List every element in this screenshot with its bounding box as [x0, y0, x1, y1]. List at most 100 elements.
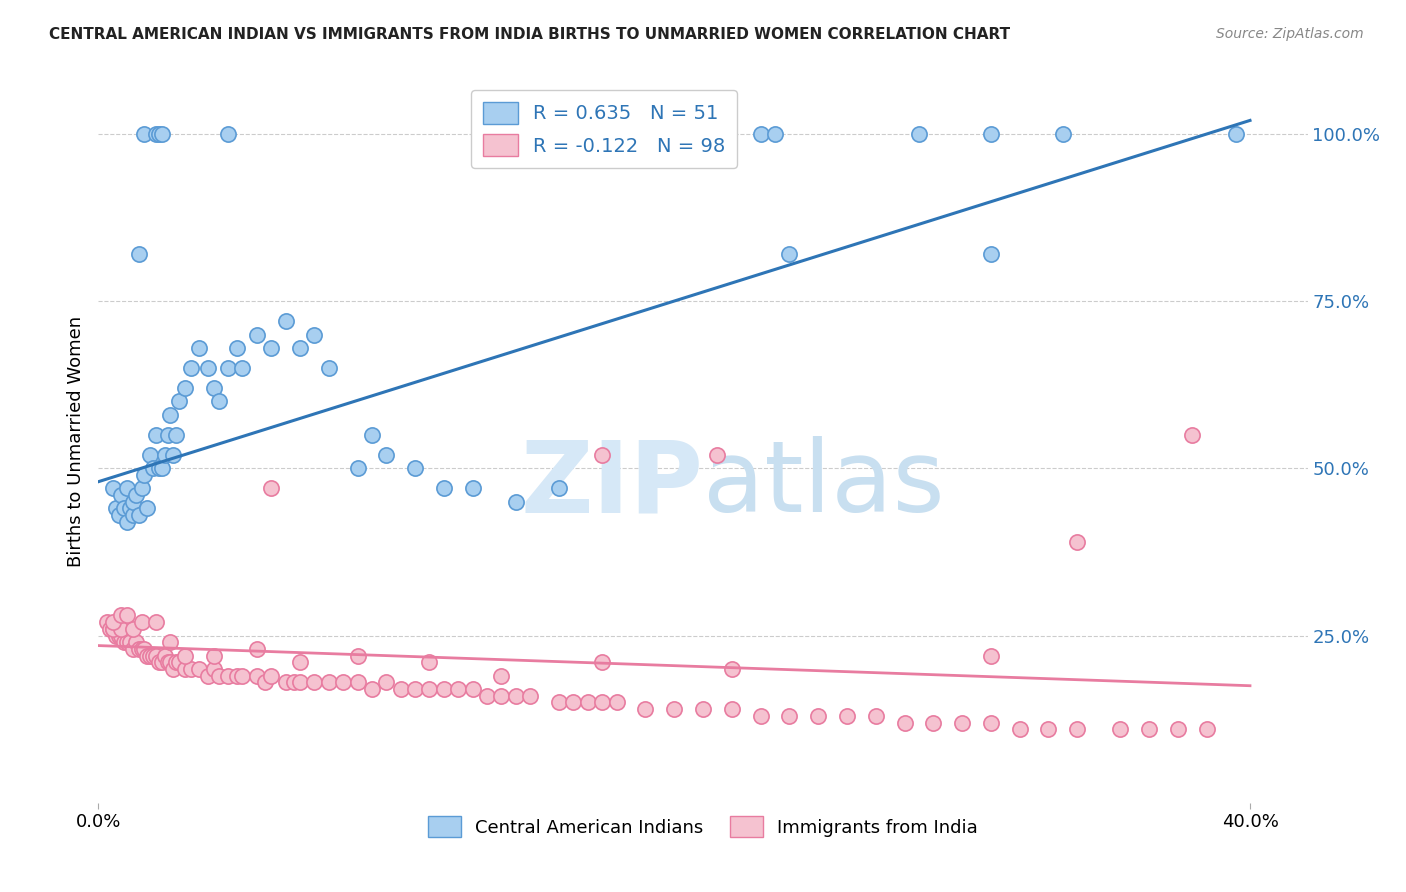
Point — [519, 689, 541, 703]
Point — [548, 696, 571, 710]
Point — [122, 622, 145, 636]
Point — [125, 635, 148, 649]
Point — [165, 427, 187, 442]
Point — [304, 327, 326, 342]
Point — [136, 648, 159, 663]
Point — [274, 314, 297, 328]
Point — [1052, 127, 1074, 141]
Point — [475, 689, 498, 703]
Point — [591, 696, 613, 710]
Point — [1137, 723, 1160, 737]
Point — [202, 662, 225, 676]
Point — [634, 702, 657, 716]
Point — [162, 662, 184, 676]
Point — [145, 127, 167, 141]
Point — [101, 622, 124, 636]
Point — [491, 669, 513, 683]
Point — [231, 669, 253, 683]
Point — [159, 655, 181, 669]
Point — [418, 681, 440, 696]
Point — [128, 508, 150, 523]
Point — [197, 361, 219, 376]
Point — [749, 708, 772, 723]
Point — [159, 635, 181, 649]
Point — [763, 127, 786, 141]
Point — [1195, 723, 1218, 737]
Point — [893, 715, 915, 730]
Point — [120, 635, 142, 649]
Point — [145, 648, 167, 663]
Point — [131, 615, 153, 630]
Point — [217, 127, 239, 141]
Point — [1008, 723, 1031, 737]
Point — [125, 488, 148, 502]
Point — [110, 622, 132, 636]
Point — [104, 501, 127, 516]
Point — [173, 648, 195, 663]
Point — [107, 508, 129, 523]
Point — [980, 648, 1002, 663]
Point — [153, 648, 176, 663]
Legend: Central American Indians, Immigrants from India: Central American Indians, Immigrants fro… — [420, 809, 986, 845]
Text: CENTRAL AMERICAN INDIAN VS IMMIGRANTS FROM INDIA BIRTHS TO UNMARRIED WOMEN CORRE: CENTRAL AMERICAN INDIAN VS IMMIGRANTS FR… — [49, 27, 1011, 42]
Point — [142, 461, 165, 475]
Point — [404, 681, 426, 696]
Point — [274, 675, 297, 690]
Point — [1225, 127, 1247, 141]
Point — [447, 681, 470, 696]
Point — [148, 127, 170, 141]
Text: ZIP: ZIP — [520, 436, 703, 533]
Point — [128, 642, 150, 657]
Point — [225, 341, 247, 355]
Point — [104, 628, 127, 642]
Point — [156, 655, 179, 669]
Point — [1066, 723, 1088, 737]
Point — [749, 127, 772, 141]
Point — [260, 482, 283, 496]
Y-axis label: Births to Unmarried Women: Births to Unmarried Women — [66, 316, 84, 567]
Point — [246, 642, 269, 657]
Point — [208, 394, 231, 409]
Point — [980, 715, 1002, 730]
Point — [150, 461, 173, 475]
Point — [96, 615, 118, 630]
Point — [865, 708, 887, 723]
Point — [1038, 723, 1060, 737]
Point — [950, 715, 973, 730]
Point — [98, 622, 121, 636]
Point — [778, 708, 800, 723]
Point — [208, 669, 231, 683]
Point — [101, 622, 124, 636]
Point — [112, 501, 135, 516]
Point — [288, 655, 311, 669]
Point — [180, 662, 202, 676]
Point — [288, 675, 311, 690]
Point — [778, 247, 800, 261]
Point — [107, 628, 129, 642]
Text: atlas: atlas — [703, 436, 945, 533]
Point — [375, 448, 398, 462]
Point — [318, 361, 340, 376]
Point — [591, 448, 613, 462]
Point — [433, 482, 456, 496]
Point — [145, 427, 167, 442]
Point — [115, 482, 138, 496]
Point — [1066, 534, 1088, 549]
Point — [461, 681, 484, 696]
Point — [165, 655, 187, 669]
Point — [202, 648, 225, 663]
Point — [283, 675, 305, 690]
Point — [692, 702, 714, 716]
Point — [225, 669, 247, 683]
Text: Source: ZipAtlas.com: Source: ZipAtlas.com — [1216, 27, 1364, 41]
Point — [505, 689, 527, 703]
Point — [922, 715, 945, 730]
Point — [188, 341, 211, 355]
Point — [246, 669, 269, 683]
Point — [548, 482, 571, 496]
Point — [153, 448, 176, 462]
Point — [110, 628, 132, 642]
Point — [404, 461, 426, 475]
Point — [173, 381, 195, 395]
Point — [980, 127, 1002, 141]
